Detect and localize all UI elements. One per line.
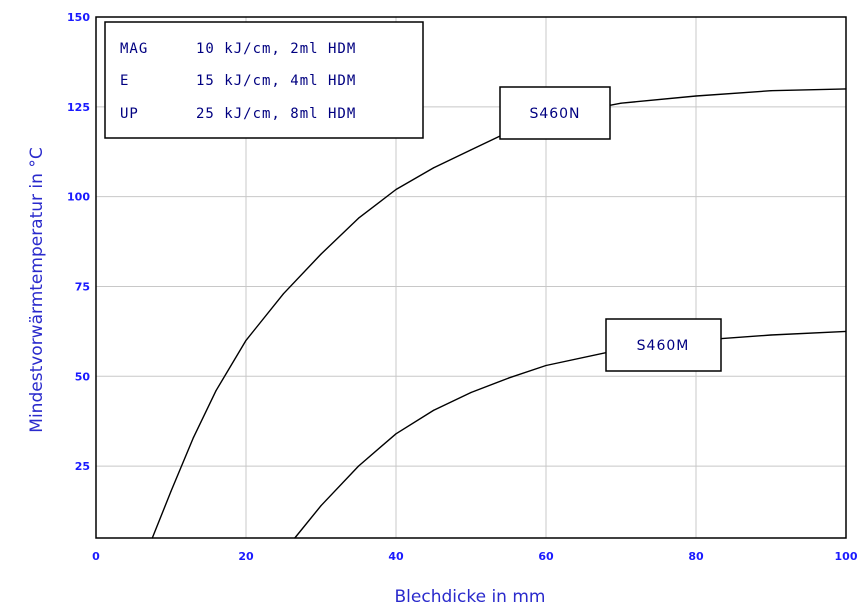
y-tick-label: 25 <box>75 460 90 473</box>
data-point <box>395 433 397 435</box>
series-line-s460m <box>294 330 847 539</box>
legend-value-mag: 10 kJ/cm, 2ml HDM <box>196 41 356 57</box>
data-point <box>470 149 472 151</box>
legend-name-up: UP <box>120 106 139 122</box>
series-line-s460n <box>151 88 847 539</box>
data-point <box>770 334 772 336</box>
y-axis-label: Mindestvorwärmtemperatur in °C <box>27 147 47 432</box>
legend-value-up: 25 kJ/cm, 8ml HDM <box>196 106 356 122</box>
data-point <box>215 390 217 392</box>
x-tick-label: 0 <box>92 550 100 563</box>
data-point <box>170 490 172 492</box>
y-tick-label: 125 <box>67 101 90 114</box>
data-point <box>507 377 510 379</box>
series-label-box <box>499 86 611 140</box>
x-tick-label: 100 <box>835 550 858 563</box>
y-tick-label: 150 <box>67 11 90 24</box>
legend-name-e: E <box>120 73 129 89</box>
y-tick-label: 75 <box>75 280 90 293</box>
data-point <box>432 409 435 411</box>
series-label-s460m: S460M <box>605 318 722 372</box>
data-point <box>320 505 322 507</box>
data-point <box>245 339 247 341</box>
data-point <box>432 167 435 169</box>
y-tick-label: 50 <box>75 370 91 383</box>
data-point <box>545 364 547 367</box>
data-point <box>192 436 195 438</box>
data-point <box>470 391 472 394</box>
data-point <box>357 217 360 219</box>
data-point <box>320 253 322 255</box>
legend: MAG 10 kJ/cm, 2ml HDM E 15 kJ/cm, 4ml HD… <box>104 21 424 139</box>
series-label-s460n: S460N <box>499 86 611 140</box>
legend-box <box>104 21 424 139</box>
series-label-box <box>605 318 722 372</box>
x-tick-label: 40 <box>388 550 404 563</box>
data-point <box>282 293 285 295</box>
plot-area-border <box>95 16 847 539</box>
series-label-text: S460M <box>637 338 690 354</box>
plot-frame <box>95 16 847 539</box>
series-label-text: S460N <box>529 106 580 122</box>
data-point <box>395 188 397 191</box>
series-lines <box>151 88 847 539</box>
data-point <box>620 102 622 104</box>
tick-labels: 0 20 40 60 80 100 25 50 75 100 125 150 <box>67 11 858 563</box>
data-point <box>695 95 697 97</box>
x-tick-label: 80 <box>688 550 704 563</box>
x-axis-label: Blechdicke in mm <box>395 587 546 607</box>
y-tick-label: 100 <box>67 191 90 204</box>
data-point <box>357 465 360 467</box>
x-tick-label: 20 <box>238 550 254 563</box>
legend-name-mag: MAG <box>120 41 148 57</box>
legend-value-e: 15 kJ/cm, 4ml HDM <box>196 73 356 89</box>
x-tick-label: 60 <box>538 550 554 563</box>
data-point <box>770 90 772 92</box>
